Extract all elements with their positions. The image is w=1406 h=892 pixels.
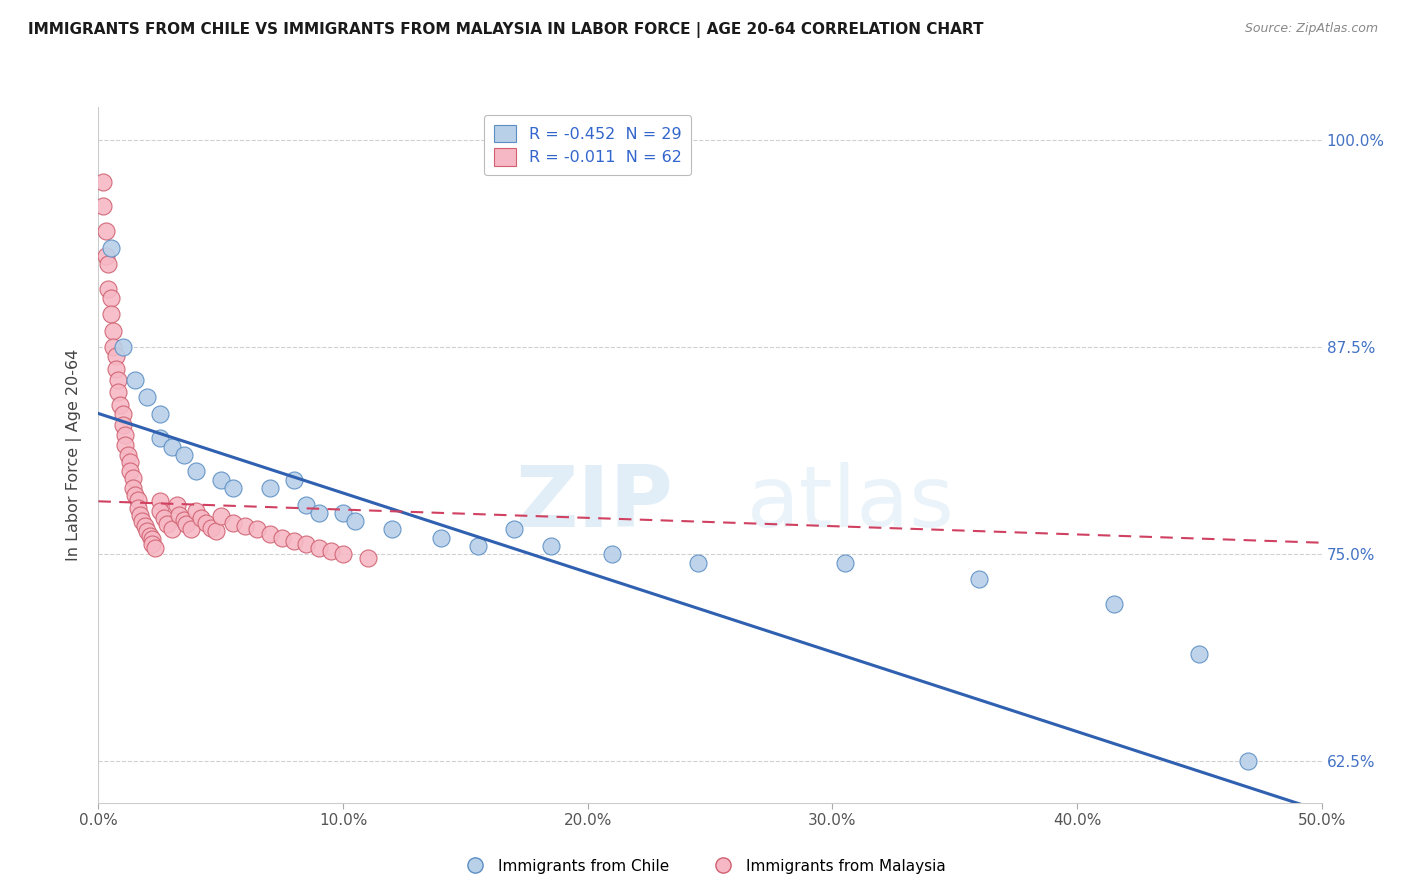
Point (94, 224, 117, 238)
Point (270, 531, 294, 545)
Point (136, 524, 159, 538)
Point (259, 481, 281, 495)
Point (100, 241, 122, 255)
Point (149, 504, 172, 518)
Point (1237, 755, 1260, 769)
Point (209, 509, 232, 524)
Point (540, 539, 562, 553)
Text: IMMIGRANTS FROM CHILE VS IMMIGRANTS FROM MALAYSIA IN LABOR FORCE | AGE 20-64 COR: IMMIGRANTS FROM CHILE VS IMMIGRANTS FROM… (28, 22, 984, 38)
Point (101, 324, 124, 338)
Point (173, 512, 195, 526)
Point (180, 523, 202, 537)
Point (121, 481, 143, 495)
Point (114, 428, 136, 442)
Point (332, 547, 354, 561)
Point (91, 175, 114, 189)
Point (222, 481, 245, 495)
Point (121, 471, 143, 485)
Point (205, 524, 228, 538)
Point (136, 390, 159, 404)
Point (283, 473, 305, 487)
Point (308, 541, 330, 555)
Point (101, 340, 124, 354)
Text: atlas: atlas (747, 462, 955, 545)
Point (308, 506, 330, 520)
Point (467, 539, 489, 553)
Point (149, 407, 172, 421)
Point (344, 514, 367, 528)
Point (1102, 597, 1125, 611)
Point (166, 498, 188, 512)
Point (430, 531, 453, 545)
Point (120, 454, 142, 468)
Point (120, 465, 142, 479)
Point (186, 465, 208, 479)
Point (127, 492, 149, 507)
Point (834, 556, 856, 570)
Point (107, 373, 129, 387)
Point (143, 541, 166, 555)
Point (686, 556, 709, 570)
Point (111, 418, 134, 433)
Point (134, 519, 156, 533)
Point (156, 517, 179, 532)
Point (259, 527, 281, 541)
Point (117, 448, 139, 462)
Point (107, 384, 129, 399)
Point (195, 516, 218, 530)
Point (319, 544, 342, 558)
Point (332, 506, 354, 520)
Legend: Immigrants from Chile, Immigrants from Malaysia: Immigrants from Chile, Immigrants from M… (454, 853, 952, 880)
Point (283, 534, 305, 549)
Point (160, 440, 183, 454)
Y-axis label: In Labor Force | Age 20-64: In Labor Force | Age 20-64 (66, 349, 82, 561)
Point (967, 572, 990, 586)
Point (104, 349, 127, 363)
Point (127, 500, 149, 515)
Point (104, 361, 127, 376)
Point (186, 504, 208, 518)
Point (222, 516, 245, 530)
Point (246, 523, 269, 537)
Point (295, 498, 318, 512)
Point (209, 473, 232, 487)
Point (200, 521, 222, 535)
Point (1188, 647, 1211, 661)
Point (167, 508, 190, 522)
Point (129, 508, 152, 522)
Point (100, 291, 122, 305)
Point (503, 523, 526, 537)
Point (173, 448, 195, 462)
Point (94, 249, 117, 263)
Point (111, 407, 134, 421)
Point (110, 398, 132, 412)
Point (356, 550, 378, 565)
Point (381, 523, 404, 537)
Point (97, 282, 120, 296)
Point (100, 307, 122, 321)
Point (114, 438, 136, 452)
Point (131, 514, 153, 528)
Point (97, 257, 120, 271)
Point (600, 547, 623, 561)
Point (233, 519, 256, 533)
Point (124, 488, 146, 502)
Point (124, 373, 146, 387)
Point (149, 494, 172, 508)
Point (141, 537, 163, 551)
Point (295, 537, 318, 551)
Point (139, 529, 162, 543)
Text: Source: ZipAtlas.com: Source: ZipAtlas.com (1244, 22, 1378, 36)
Point (91, 199, 114, 213)
Text: ZIP: ZIP (516, 462, 673, 545)
Point (190, 511, 212, 525)
Point (160, 523, 183, 537)
Point (141, 533, 163, 547)
Point (176, 517, 198, 532)
Legend: R = -0.452  N = 29, R = -0.011  N = 62: R = -0.452 N = 29, R = -0.011 N = 62 (484, 115, 692, 176)
Point (149, 431, 172, 445)
Point (111, 340, 134, 354)
Point (153, 511, 176, 525)
